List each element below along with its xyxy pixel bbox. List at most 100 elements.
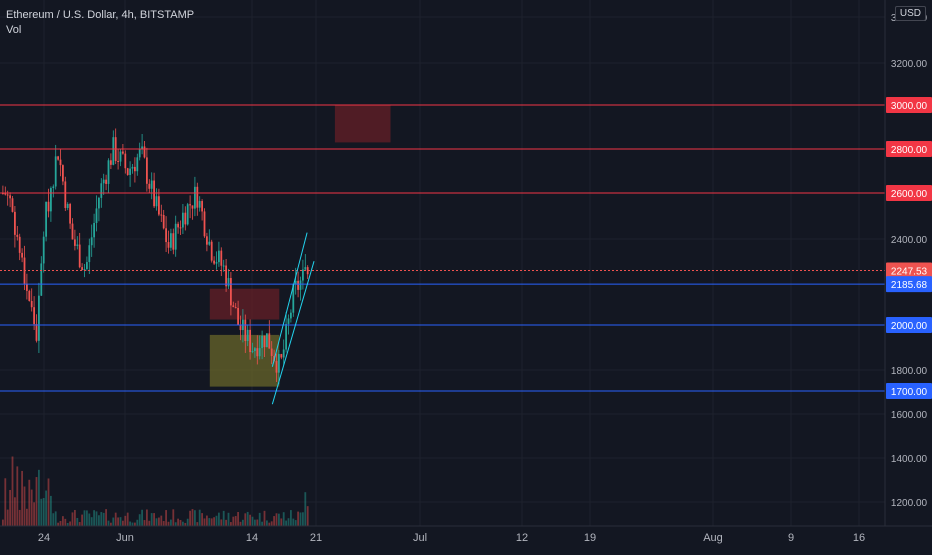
candle-body (292, 284, 295, 313)
volume-bar (4, 478, 7, 526)
symbol-title: Ethereum / U.S. Dollar, 4h, BITSTAMP (6, 9, 195, 21)
volume-bar (294, 520, 297, 526)
volume-bar (196, 522, 199, 526)
candle-body (203, 211, 206, 237)
candle-body (52, 186, 55, 189)
volume-bar (263, 510, 266, 526)
volume-bar (59, 520, 62, 526)
volume-label: Vol (6, 24, 22, 36)
volume-bar (6, 509, 9, 526)
candle-body (299, 280, 302, 290)
volume-bar (186, 518, 189, 526)
volume-bar (138, 514, 141, 526)
candle-body (208, 241, 211, 245)
candle-body (59, 159, 62, 166)
candle-body (50, 188, 52, 212)
candle-body (179, 227, 182, 229)
time-axis-label: Aug (703, 532, 723, 544)
volume-bar (28, 479, 31, 526)
candle-body (47, 201, 50, 212)
time-axis-label: Jun (116, 532, 134, 544)
trend-channel[interactable] (271, 232, 315, 405)
candle-body (184, 212, 187, 225)
candle-body (54, 156, 57, 187)
volume-bar (95, 511, 98, 526)
candle-body (230, 278, 232, 306)
candle-body (71, 223, 74, 240)
volume-bar (18, 509, 21, 526)
price-axis-label: 1800.00 (891, 366, 928, 377)
price-level-label (886, 141, 932, 157)
volume-bar (306, 506, 309, 526)
volume-bar (93, 510, 95, 526)
candle-body (26, 283, 28, 291)
volume-bar (239, 521, 242, 526)
volume-bar (78, 522, 81, 526)
channel-lower-line (271, 261, 315, 405)
volume-bar (129, 521, 131, 526)
volume-bar (237, 511, 239, 526)
price-axis-label: 1600.00 (891, 410, 928, 421)
price-level-lines[interactable] (0, 104, 885, 392)
volume-bar (126, 512, 129, 526)
volume-bar (86, 510, 88, 526)
candle-body (16, 234, 19, 237)
volume-bar (38, 469, 40, 526)
candle-body (90, 237, 93, 246)
candle-body (165, 228, 167, 243)
volume-bar (100, 512, 103, 526)
volume-bar (165, 510, 167, 526)
candle-body (150, 180, 153, 189)
price-axis-label: 1400.00 (891, 454, 928, 465)
volume-bar (45, 490, 47, 526)
volume-bar (112, 517, 115, 526)
volume-bar (230, 522, 232, 526)
volume-bars (2, 456, 309, 526)
candle-body (9, 195, 11, 199)
volume-bar (174, 522, 177, 526)
volume-bar (189, 510, 191, 526)
candle-body (30, 300, 33, 308)
volume-bar (213, 517, 215, 526)
candle-body (261, 335, 263, 349)
candle-body (155, 196, 158, 207)
volume-bar (143, 520, 146, 526)
volume-bar (124, 515, 127, 526)
volume-bar (215, 515, 218, 526)
volume-bar (299, 512, 302, 526)
volume-bar (285, 520, 287, 526)
volume-bar (42, 498, 45, 526)
volume-bar (206, 515, 208, 526)
candle-body (4, 193, 7, 195)
candle-body (148, 183, 151, 189)
volume-bar (71, 512, 74, 526)
candle-body (290, 312, 292, 319)
currency-badge[interactable]: USD (894, 6, 926, 21)
volume-bar (179, 519, 182, 526)
price-level-label-text: 2247.53 (891, 267, 928, 278)
volume-bar (287, 518, 290, 526)
candle-body (266, 333, 268, 348)
time-axis[interactable]: 24 Jun 14 21 Jul 12 19 Aug 9 16 (38, 532, 865, 544)
candle-body (112, 137, 115, 165)
candle-body (74, 239, 76, 246)
volume-bar (16, 466, 19, 526)
volume-bar (69, 521, 71, 526)
candle-body (282, 349, 285, 358)
candle-body (294, 280, 297, 285)
volume-bar (64, 518, 67, 526)
volume-bar (35, 477, 38, 526)
price-level-labels: 3000.00 2800.00 2600.00 2247.53 2185.68 2000.… (886, 97, 932, 399)
volume-bar (158, 517, 160, 526)
volume-bar (141, 509, 143, 526)
candle-body (306, 267, 309, 275)
candle-body (42, 236, 45, 264)
volume-bar (26, 508, 28, 526)
volume-bar (292, 518, 295, 526)
candle-body (138, 149, 141, 158)
volume-bar (90, 517, 93, 526)
candle-body (198, 201, 201, 208)
